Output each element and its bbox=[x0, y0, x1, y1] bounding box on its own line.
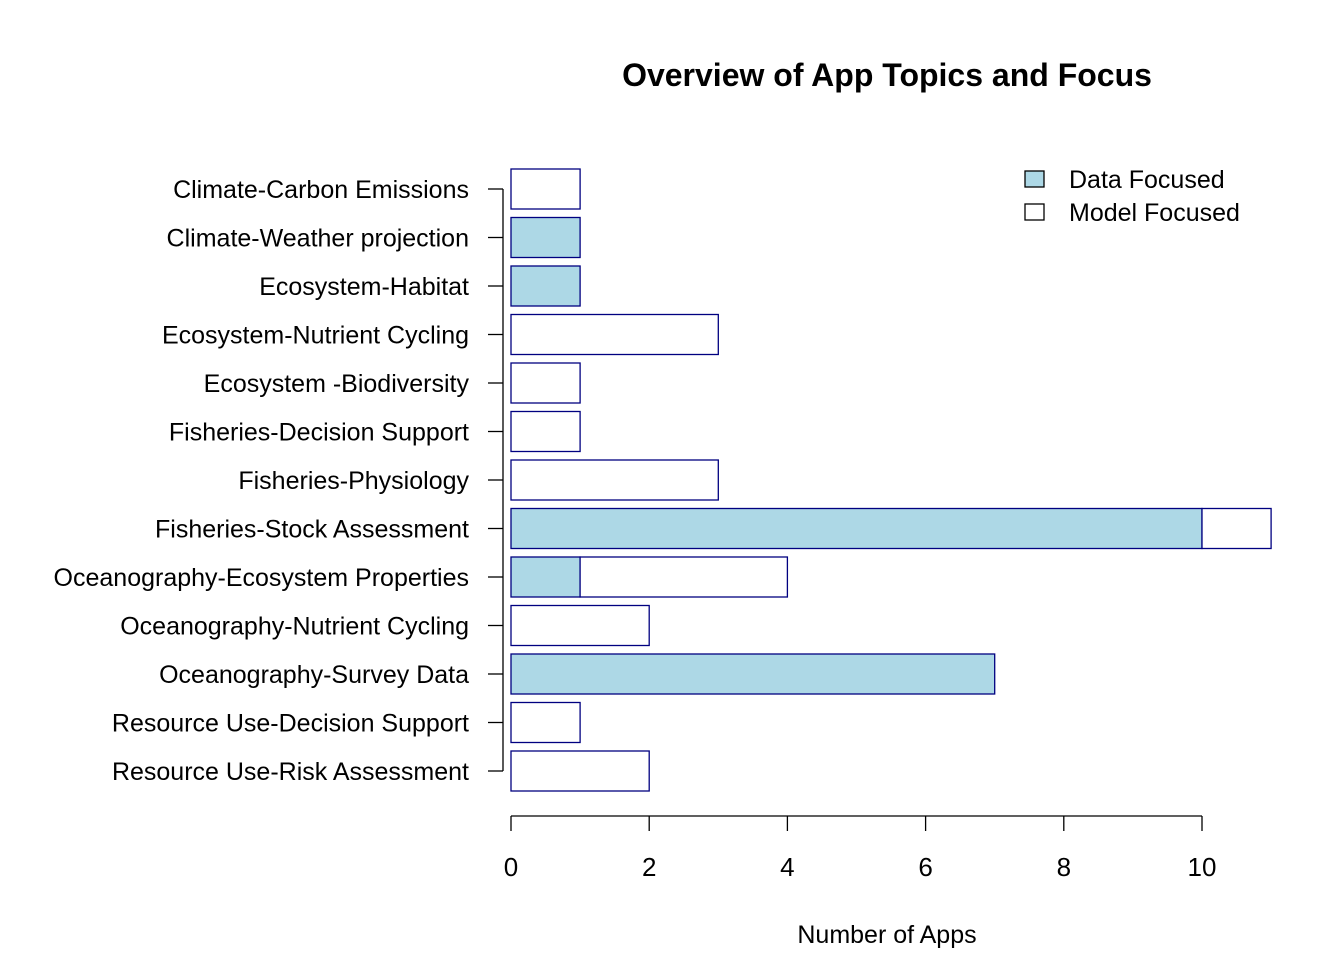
bar-model-5 bbox=[510, 410, 581, 453]
bar-model-4 bbox=[510, 362, 581, 404]
category-label-6: Fisheries-Physiology bbox=[238, 467, 469, 495]
category-label-1: Climate-Weather projection bbox=[167, 225, 469, 253]
category-label-3: Ecosystem-Nutrient Cycling bbox=[162, 322, 469, 350]
bar-data-10 bbox=[510, 653, 996, 695]
category-label-5: Fisheries-Decision Support bbox=[169, 419, 469, 447]
category-label-12: Resource Use-Risk Assessment bbox=[112, 758, 469, 786]
bar-model-3 bbox=[510, 313, 719, 356]
bar-data-8 bbox=[510, 556, 581, 598]
value-tick-label-2: 4 bbox=[780, 852, 794, 882]
bar-data-1 bbox=[510, 216, 581, 259]
value-tick-label-4: 8 bbox=[1057, 852, 1071, 882]
bar-data-7 bbox=[510, 507, 1203, 550]
category-label-10: Oceanography-Survey Data bbox=[159, 661, 469, 689]
bar-model-7 bbox=[1201, 507, 1272, 550]
category-label-11: Resource Use-Decision Support bbox=[112, 710, 469, 738]
x-axis-title: Number of Apps bbox=[797, 921, 976, 949]
value-tick-label-0: 0 bbox=[504, 852, 518, 882]
bar-model-9 bbox=[510, 604, 650, 647]
category-label-7: Fisheries-Stock Assessment bbox=[155, 516, 469, 544]
bar-model-8 bbox=[579, 556, 789, 598]
category-label-2: Ecosystem-Habitat bbox=[259, 273, 469, 301]
bar-data-2 bbox=[510, 265, 581, 307]
legend-swatch-0 bbox=[1024, 170, 1045, 188]
category-axis: Climate-Carbon Emissions Climate-Weather … bbox=[54, 176, 504, 786]
category-label-0: Climate-Carbon Emissions bbox=[173, 176, 469, 204]
legend: Data Focused Model Focused bbox=[1024, 166, 1240, 227]
category-label-8: Oceanography-Ecosystem Properties bbox=[54, 564, 469, 592]
category-label-9: Oceanography-Nutrient Cycling bbox=[120, 613, 469, 641]
legend-swatch-1 bbox=[1024, 203, 1045, 221]
value-tick-label-3: 6 bbox=[918, 852, 932, 882]
bar-model-0 bbox=[510, 168, 581, 210]
bar-model-6 bbox=[510, 459, 719, 501]
bar-model-11 bbox=[510, 701, 581, 744]
legend-label-1: Model Focused bbox=[1069, 199, 1240, 227]
chart-title: Overview of App Topics and Focus bbox=[622, 57, 1152, 93]
legend-label-0: Data Focused bbox=[1069, 166, 1225, 194]
value-tick-label-1: 2 bbox=[642, 852, 656, 882]
bars-group bbox=[510, 168, 1272, 792]
category-label-4: Ecosystem -Biodiversity bbox=[204, 370, 470, 398]
bar-model-12 bbox=[510, 750, 650, 792]
value-tick-label-5: 10 bbox=[1188, 852, 1217, 882]
value-axis: 0 2 4 6 8 10 bbox=[504, 815, 1217, 882]
